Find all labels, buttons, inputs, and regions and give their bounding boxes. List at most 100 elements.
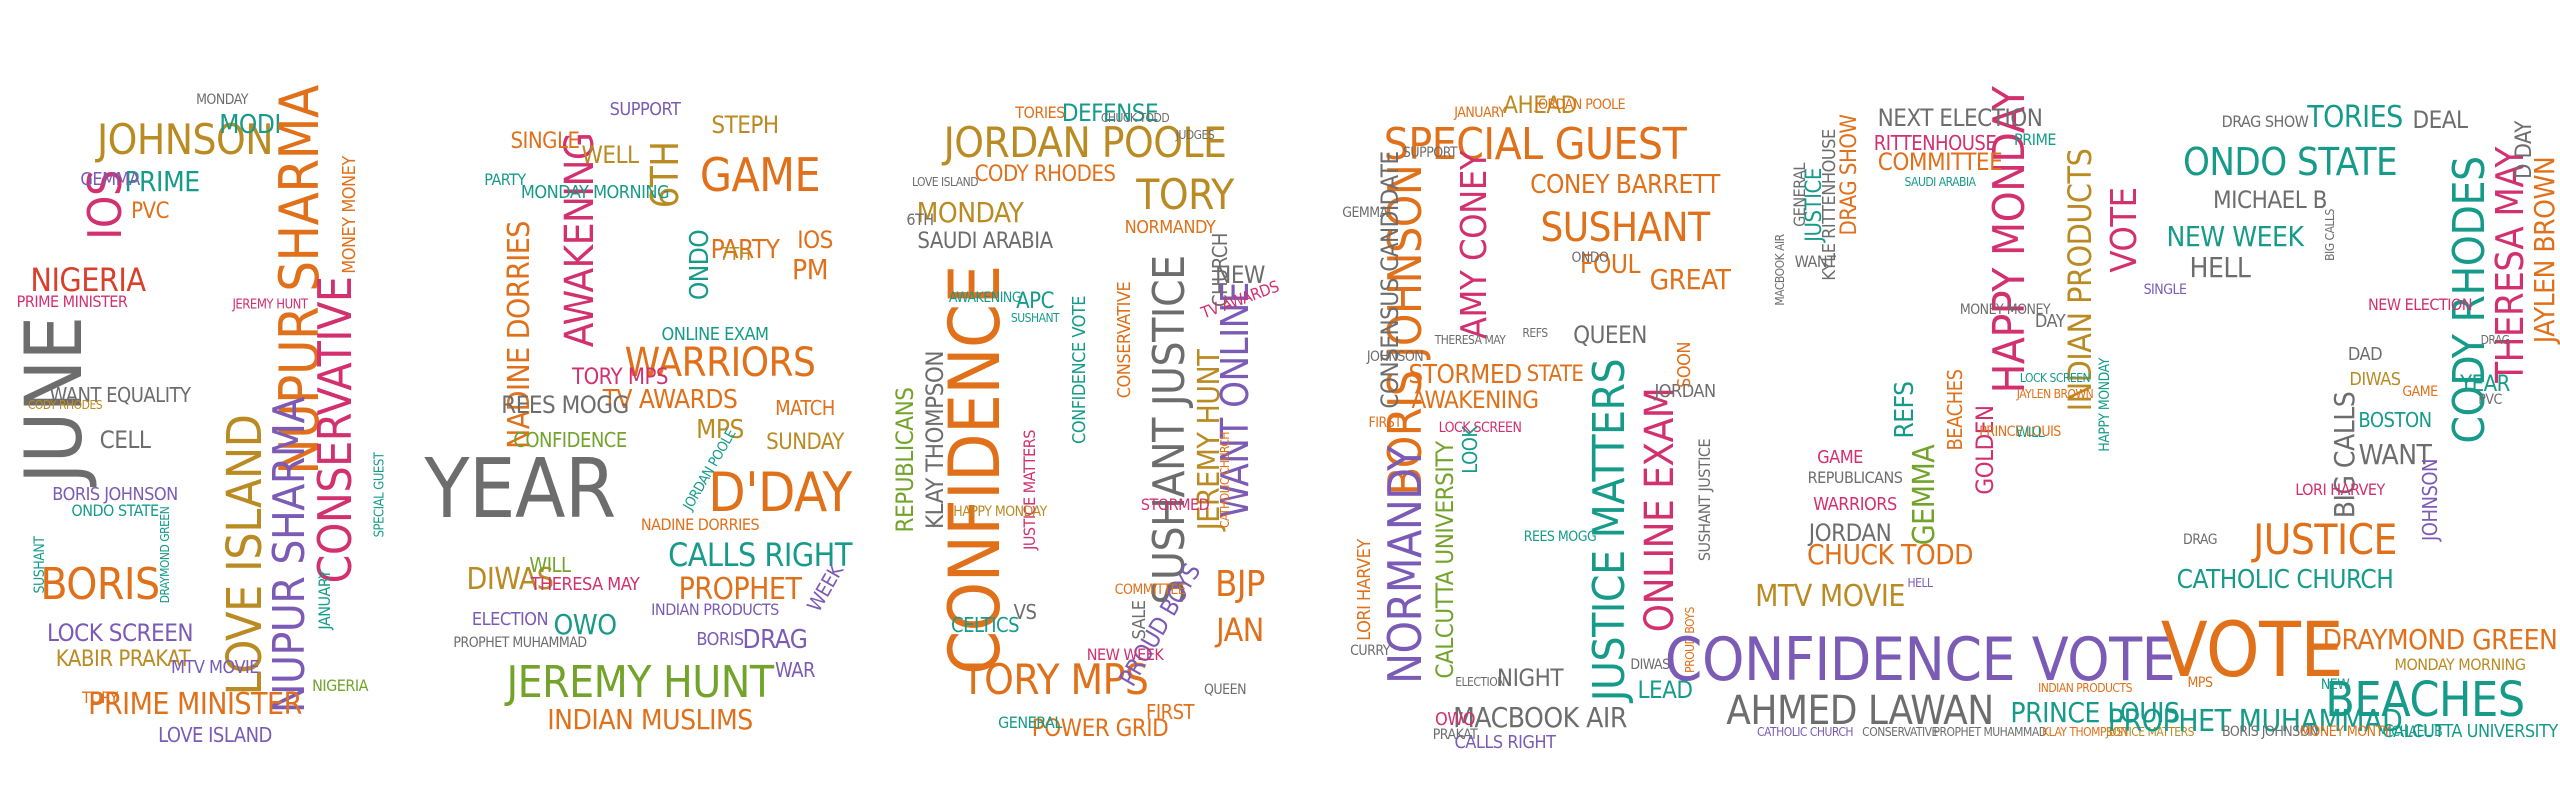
cloud-word: NEW [1215, 261, 1265, 289]
cloud-word: SOON [1674, 342, 1695, 388]
cloud-word: STATE [1526, 362, 1584, 387]
cloud-word: JUSTICE MATTERS [2106, 725, 2194, 739]
cloud-word: INDIAN PRODUCTS [651, 600, 779, 619]
cloud-word: DEAL [2412, 106, 2468, 134]
cloud-word: BORIS [696, 629, 744, 650]
cloud-word: JEREMY HUNT [232, 297, 308, 313]
cloud-word: GOLDEN [1971, 405, 1999, 495]
cloud-word: MONDAY MORNING [520, 182, 670, 203]
cloud-word: JANUARY [1454, 105, 1506, 121]
cloud-word: PRIME MINISTER [16, 292, 128, 311]
cloud-word: GREAT [1649, 263, 1731, 296]
cloud-word: WANT EQUALITY [49, 383, 191, 407]
cloud-word: QUEEN [1204, 682, 1246, 698]
cloud-word: JOHNSON [96, 115, 274, 164]
cloud-word: LORI HARVEY [1354, 539, 1375, 641]
cloud-word: SUSHANT JUSTICE [1695, 438, 1714, 562]
cloud-word: JAN [1216, 611, 1264, 649]
cloud-word: MICHAEL B [2213, 186, 2327, 214]
cloud-word: MONDAY MORNING [2394, 655, 2526, 674]
cloud-word: FIRST [1368, 415, 1402, 431]
cloud-word: CONSERVATIVE [1114, 281, 1135, 399]
cloud-word: NEW ELECTION [2367, 295, 2473, 314]
cloud-word: BEACHES [1943, 369, 1967, 451]
cloud-word: AHMED LAWAN [1726, 688, 1994, 734]
cloud-word: TORY [82, 688, 118, 707]
cloud-word: CALLS RIGHT [668, 536, 852, 574]
cloud-word: WILL [2015, 425, 2045, 441]
cloud-word: ONDO [685, 229, 715, 301]
cloud-word: REPUBLICANS [1807, 468, 1903, 487]
cloud-word: GENERAL [1790, 163, 1809, 227]
cloud-word: PARTY [484, 170, 526, 189]
cloud-word: LOVE ISLAND [158, 723, 272, 747]
cloud-word: JANUARY [315, 570, 334, 630]
cloud-word: SPECIAL GUEST [372, 452, 388, 538]
cloud-word: CONFIDENCE [513, 428, 627, 452]
cloud-word: GENERAL [998, 713, 1062, 732]
cloud-word: VS [1013, 600, 1037, 624]
cloud-word: INDIAN PRODUCTS [2038, 681, 2132, 695]
cloud-word: MONEY MONEY [339, 156, 360, 274]
cloud-word: TORY [1136, 170, 1234, 219]
cloud-word: WAR [774, 658, 816, 682]
cloud-word: WELL [581, 141, 639, 169]
cloud-word: CURRY [1350, 643, 1390, 659]
cloud-word: SUSHANT [1540, 205, 1710, 251]
cloud-word: VOTE [2160, 605, 2344, 694]
cloud-word: LOVE ISLAND [217, 414, 273, 696]
cloud-word: MTV MOVIE [170, 657, 260, 678]
cloud-word: SUPPORT [609, 99, 681, 120]
cloud-word: PRAKAT [1432, 727, 1478, 743]
cloud-word: PRINCE LOUIS [1979, 424, 2061, 440]
cloud-word: LOCK SCREEN [2019, 371, 2091, 385]
cloud-word: NIGHT [1496, 664, 1564, 692]
cloud-word: CONFIDENCE VOTE [1664, 625, 2176, 695]
cloud-word: AHEAD [1503, 91, 1577, 119]
cloud-word: BJP [1215, 564, 1265, 605]
cloud-word: DRAG [742, 625, 808, 655]
cloud-word: SUSHANT [1010, 311, 1060, 325]
cloud-word: INDIAN MUSLIMS [547, 703, 753, 736]
cloud-word: CELL [99, 426, 151, 454]
cloud-word: PROPHET MUHAMMAD [453, 635, 587, 651]
cloud-word: CONEY BARRETT [1530, 170, 1720, 200]
cloud-word: JOHNSON [2418, 459, 2442, 541]
cloud-word: BORIS [40, 559, 160, 610]
cloud-word: COMMITTEE [1114, 582, 1186, 598]
cloud-word: MPS [696, 415, 744, 445]
cloud-word: JORDAN [1654, 381, 1716, 402]
cloud-word: JORDAN [1808, 519, 1892, 547]
cloud-word: APC [1016, 289, 1054, 314]
cloud-word: SUPPORT [1402, 145, 1458, 161]
cloud-word: PVC [131, 199, 169, 224]
cloud-word: PRINCE LOUIS [2010, 696, 2180, 729]
cloud-word: 7TH [719, 244, 751, 265]
cloud-word: DIWAS [466, 562, 554, 597]
cloud-word: LOCK SCREEN [47, 619, 193, 647]
cloud-word: SUSHANT JUSTICE [1144, 255, 1195, 605]
cloud-word: NUPUR SHARMA [264, 396, 315, 714]
cloud-word: QUEEN [1573, 321, 1647, 349]
cloud-word: COMMITTEE [1877, 148, 2003, 176]
cloud-word: WARRIORS [1813, 494, 1897, 515]
cloud-word: POWER GRID [1031, 714, 1169, 742]
cloud-word: CELTICS [951, 613, 1019, 637]
cloud-word: FIRST [1145, 700, 1195, 724]
cloud-word: JUDGES [1175, 128, 1215, 142]
cloud-word: TORIES [1015, 103, 1065, 122]
cloud-word: MPS [2187, 675, 2213, 691]
cloud-word: MICHAEL B [2377, 724, 2443, 740]
cloud-word: MACBOOK AIR [1453, 701, 1627, 734]
cloud-word: STORMED [1140, 495, 1210, 514]
cloud-word: TORY MPS [961, 655, 1149, 704]
cloud-word: SUSHANT [32, 536, 48, 594]
cloud-word: JUSTICE [2253, 515, 2397, 564]
cloud-word: PROPHET MUHAMMAD [1933, 725, 2047, 739]
cloud-word: GAME [699, 148, 821, 202]
cloud-word: WARRIORS [624, 340, 816, 386]
cloud-word: PROPHET [678, 572, 802, 607]
cloud-word: DRAG [2480, 333, 2510, 347]
cloud-word: PRIME [124, 165, 200, 198]
cloud-word: ONDO STATE [71, 501, 159, 520]
